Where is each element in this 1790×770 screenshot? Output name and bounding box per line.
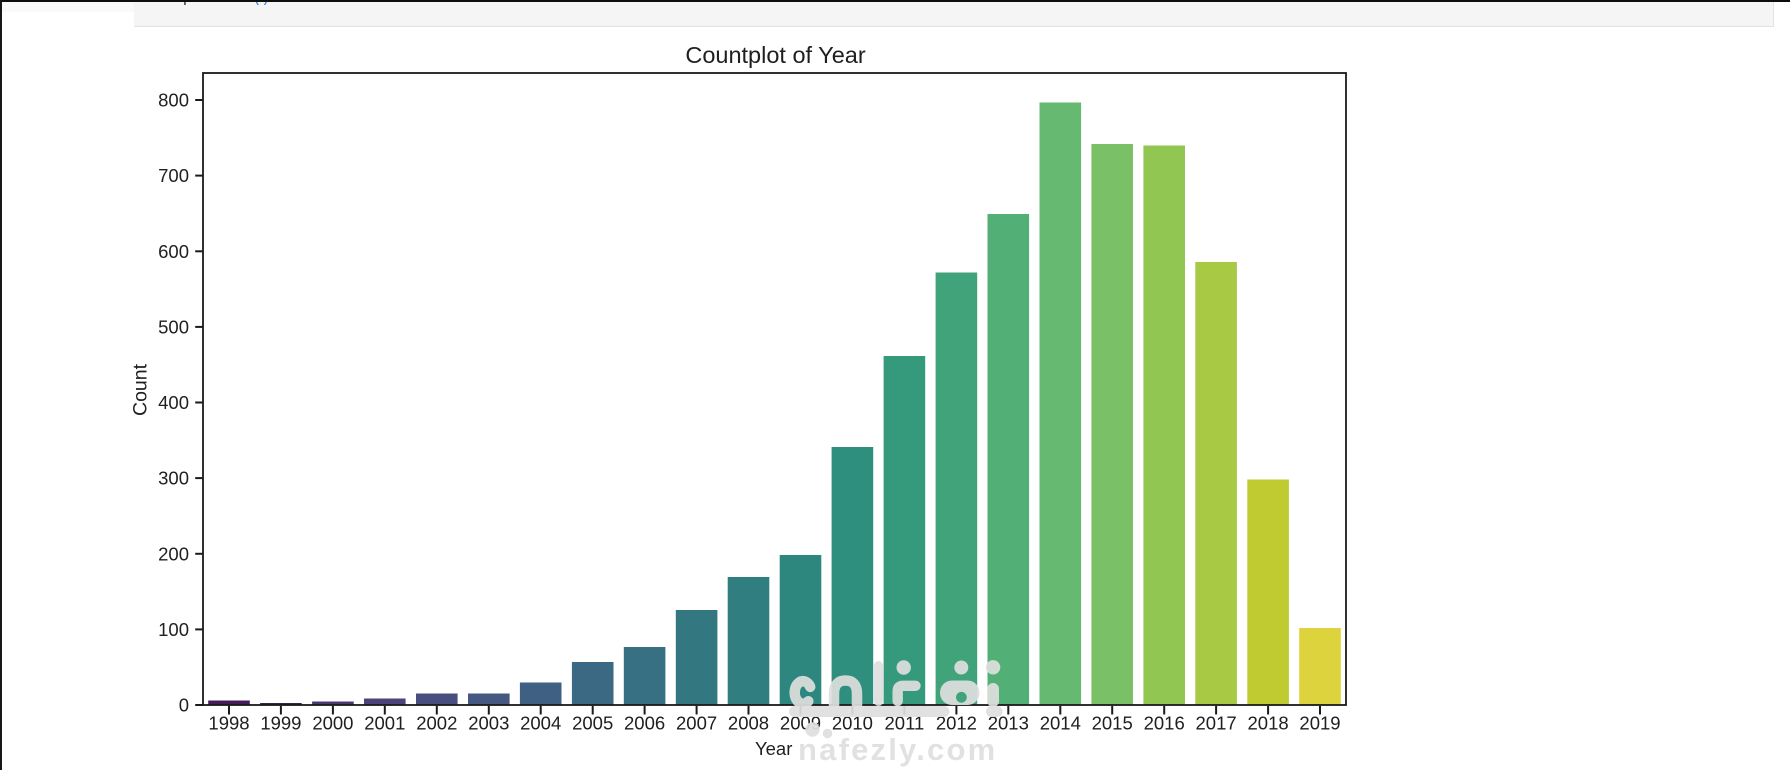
svg-text:400: 400 xyxy=(158,392,189,413)
svg-text:2006: 2006 xyxy=(624,713,665,734)
svg-text:100: 100 xyxy=(158,619,189,640)
svg-text:Countplot of Year: Countplot of Year xyxy=(685,42,865,68)
svg-text:2008: 2008 xyxy=(728,713,769,734)
svg-text:1998: 1998 xyxy=(208,713,249,734)
svg-text:2011: 2011 xyxy=(885,713,925,734)
svg-text:2010: 2010 xyxy=(832,713,873,734)
svg-text:2003: 2003 xyxy=(468,713,509,734)
svg-text:700: 700 xyxy=(158,165,189,186)
svg-text:2016: 2016 xyxy=(1144,713,1185,734)
svg-text:2019: 2019 xyxy=(1299,713,1340,734)
svg-text:2001: 2001 xyxy=(364,713,405,734)
svg-text:800: 800 xyxy=(158,90,189,111)
svg-text:2004: 2004 xyxy=(520,713,561,734)
svg-text:2017: 2017 xyxy=(1196,713,1237,734)
svg-text:2013: 2013 xyxy=(988,713,1029,734)
svg-text:2015: 2015 xyxy=(1092,713,1133,734)
svg-text:nafezly.com: nafezly.com xyxy=(798,732,997,767)
svg-text:Count: Count xyxy=(130,363,152,416)
svg-text:2018: 2018 xyxy=(1248,713,1289,734)
svg-text:2000: 2000 xyxy=(312,713,353,734)
svg-text:300: 300 xyxy=(158,468,189,489)
svg-text:2014: 2014 xyxy=(1040,713,1081,734)
svg-text:500: 500 xyxy=(158,316,189,337)
svg-text:1999: 1999 xyxy=(260,713,301,734)
svg-text:0: 0 xyxy=(179,695,189,716)
svg-text:2012: 2012 xyxy=(936,713,977,734)
svg-text:2002: 2002 xyxy=(416,713,457,734)
svg-text:Year: Year xyxy=(755,738,792,759)
svg-text:600: 600 xyxy=(158,241,189,262)
svg-text:2007: 2007 xyxy=(676,713,717,734)
svg-text:200: 200 xyxy=(158,543,189,564)
svg-text:2005: 2005 xyxy=(572,713,613,734)
